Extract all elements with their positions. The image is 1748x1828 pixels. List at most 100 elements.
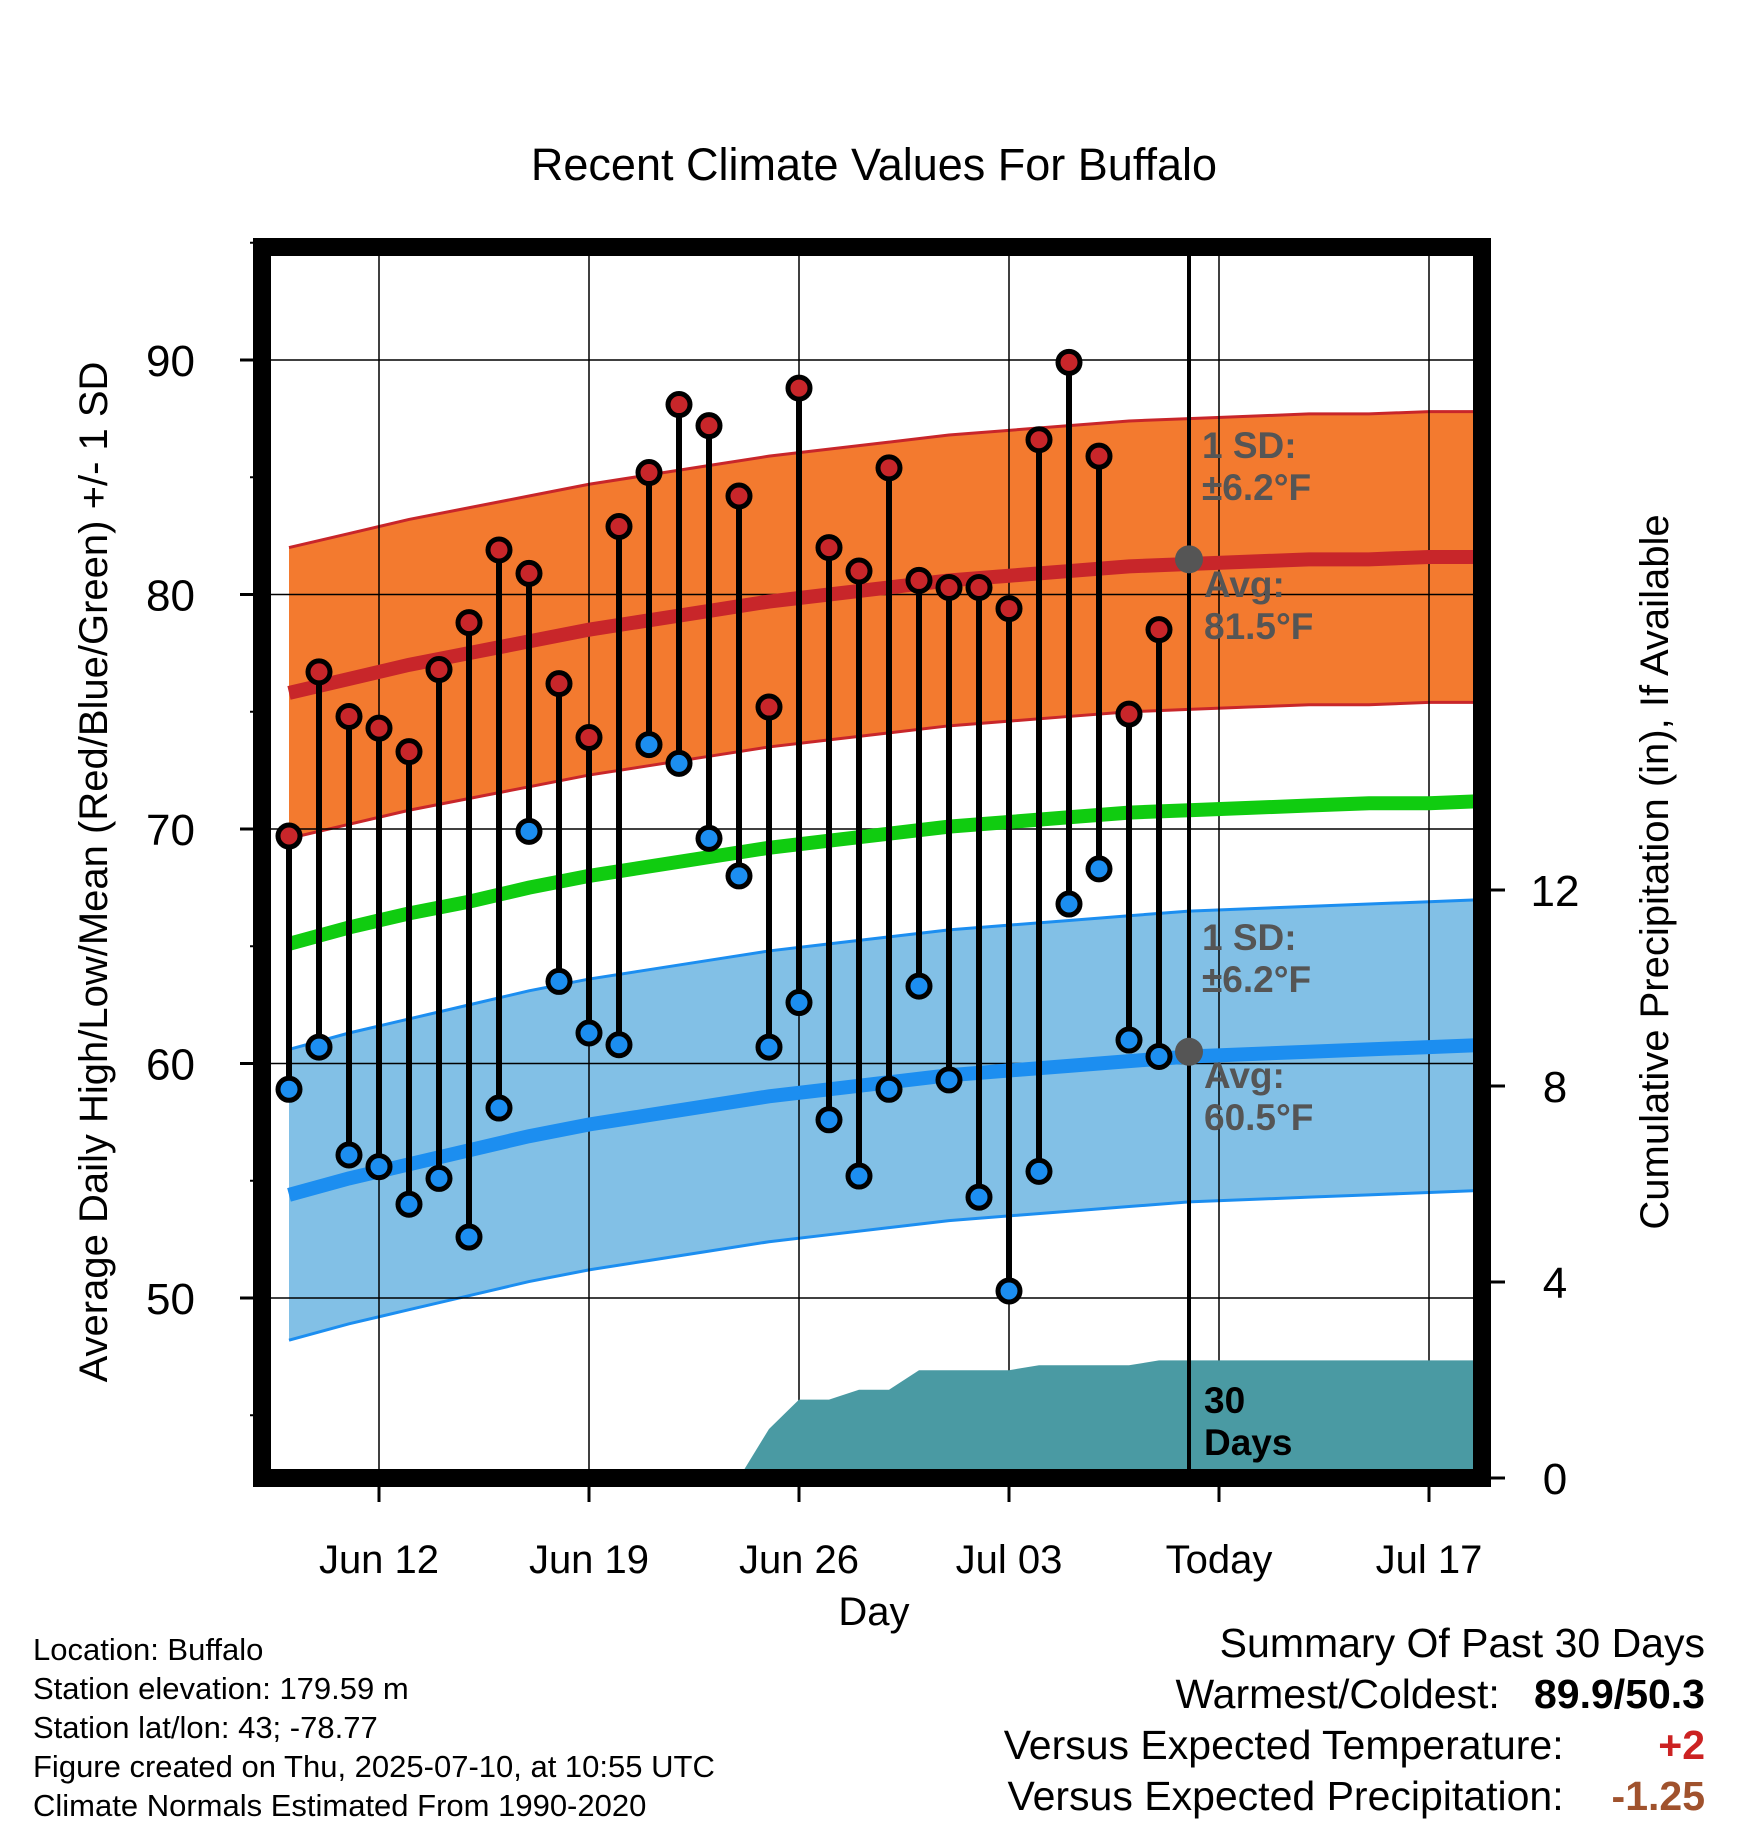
axes: 50 60 70 80 90 0 4 8 12 Jun 12 Jun 19 Jun 26 Jul 03 T…: [146, 241, 1580, 1582]
low-point: [965, 1183, 993, 1211]
x-axis-label: Day: [838, 1590, 909, 1634]
plot-frame: [253, 238, 1491, 1487]
high-sd-band-upper-edge: [288, 410, 1482, 550]
observations: [275, 348, 1173, 1305]
station-info: Location: Buffalo Station elevation: 179…: [33, 1630, 715, 1825]
high-point: [995, 595, 1023, 623]
y-tick-label: 50: [146, 1275, 195, 1324]
low-sd-band-lower-edge: [288, 1188, 1482, 1342]
low-point: [755, 1033, 783, 1061]
low-avg-label: Avg:: [1204, 1055, 1285, 1096]
low-point: [935, 1066, 963, 1094]
precip-label: 30: [1204, 1380, 1245, 1421]
x-tick-label: Jun 19: [529, 1538, 649, 1582]
high-point: [425, 656, 453, 684]
high-sd-label: 1 SD:: [1202, 425, 1297, 466]
low-point: [1025, 1157, 1053, 1185]
warmest-coldest-label: Warmest/Coldest:: [1175, 1671, 1500, 1717]
high-point: [1055, 348, 1083, 376]
high-point: [635, 459, 663, 487]
low-sd-label: 1 SD:: [1202, 917, 1297, 958]
low-point: [335, 1141, 363, 1169]
coldest-value: 50.3: [1625, 1671, 1705, 1717]
low-point: [455, 1223, 483, 1251]
y2-tick-label: 12: [1531, 867, 1580, 916]
low-point: [1055, 890, 1083, 918]
high-point: [875, 454, 903, 482]
x-tick-label: Jun 26: [739, 1538, 859, 1582]
high-point: [695, 412, 723, 440]
y2-tick-label: 4: [1543, 1259, 1567, 1308]
high-point: [515, 559, 543, 587]
low-point: [485, 1094, 513, 1122]
warmest-coldest-separator: /: [1613, 1671, 1626, 1717]
low-point: [365, 1153, 393, 1181]
high-point: [965, 573, 993, 601]
plot-border: [253, 238, 1491, 1487]
warmest-value: 89.9: [1533, 1671, 1614, 1717]
high-point: [725, 482, 753, 510]
summary-panel: Summary Of Past 30 Days Warmest/Coldest:…: [1004, 1618, 1705, 1822]
low-avg-label: 60.5°F: [1204, 1097, 1313, 1138]
high-point: [665, 391, 693, 419]
x-tick-label: Jun 12: [319, 1538, 439, 1582]
low-point: [395, 1190, 423, 1218]
high-point: [335, 702, 363, 730]
high-point: [365, 714, 393, 742]
low-point: [305, 1033, 333, 1061]
chart-title: Recent Climate Values For Buffalo: [531, 139, 1217, 190]
low-point: [875, 1075, 903, 1103]
temp-value: +2: [1658, 1722, 1705, 1768]
precipitation-area: [289, 1360, 1482, 1478]
high-point: [1145, 616, 1173, 644]
low-point: [1115, 1026, 1143, 1054]
x-tick-label: Today: [1166, 1538, 1273, 1582]
y-tick-label: 60: [146, 1041, 195, 1090]
low-point: [1145, 1042, 1173, 1070]
elevation-text: Station elevation: 179.59 m: [33, 1671, 409, 1706]
precip-area: [289, 1360, 1482, 1478]
low-point: [425, 1164, 453, 1192]
temp-label: Versus Expected Temperature:: [1003, 1722, 1564, 1768]
low-point: [575, 1019, 603, 1047]
low-point: [515, 817, 543, 845]
low-sd-label: ±6.2°F: [1202, 959, 1311, 1000]
high-point: [455, 609, 483, 637]
y2-tick-label: 0: [1543, 1455, 1567, 1504]
low-point: [605, 1031, 633, 1059]
low-point: [1085, 855, 1113, 883]
x-tick-label: Jul 03: [956, 1538, 1063, 1582]
high-point: [275, 822, 303, 850]
high-sd-label: ±6.2°F: [1202, 467, 1311, 508]
high-avg-label: 81.5°F: [1204, 606, 1313, 647]
precip-row: Versus Expected Precipitation: -1.25: [1004, 1771, 1706, 1822]
high-point: [815, 534, 843, 562]
y2-tick-label: 8: [1543, 1063, 1567, 1112]
low-point: [905, 972, 933, 1000]
y-tick-label: 90: [146, 337, 195, 386]
high-point: [605, 512, 633, 540]
high-point: [1085, 442, 1113, 470]
high-point: [905, 566, 933, 594]
temp-row: Versus Expected Temperature: +2: [1004, 1720, 1705, 1771]
x-tick-label: Jul 17: [1376, 1538, 1483, 1582]
low-point: [845, 1162, 873, 1190]
y-axis-label: Average Daily High/Low/Mean (Red/Blue/Gr…: [72, 362, 116, 1383]
precip-label: Days: [1204, 1422, 1292, 1463]
location-text: Location: Buffalo: [33, 1632, 264, 1667]
high-point: [545, 670, 573, 698]
summary-title: Summary Of Past 30 Days: [1219, 1620, 1705, 1666]
low-point: [815, 1106, 843, 1134]
high-point: [575, 724, 603, 752]
low-point: [275, 1075, 303, 1103]
low-point: [785, 989, 813, 1017]
high-point: [1025, 426, 1053, 454]
normals-text: Climate Normals Estimated From 1990-2020: [33, 1788, 647, 1823]
high-point: [1115, 700, 1143, 728]
y-tick-label: 70: [146, 806, 195, 855]
high-point: [845, 557, 873, 585]
high-avg-label: Avg:: [1204, 564, 1285, 605]
low-point: [995, 1277, 1023, 1305]
latlon-text: Station lat/lon: 43; -78.77: [33, 1710, 378, 1745]
